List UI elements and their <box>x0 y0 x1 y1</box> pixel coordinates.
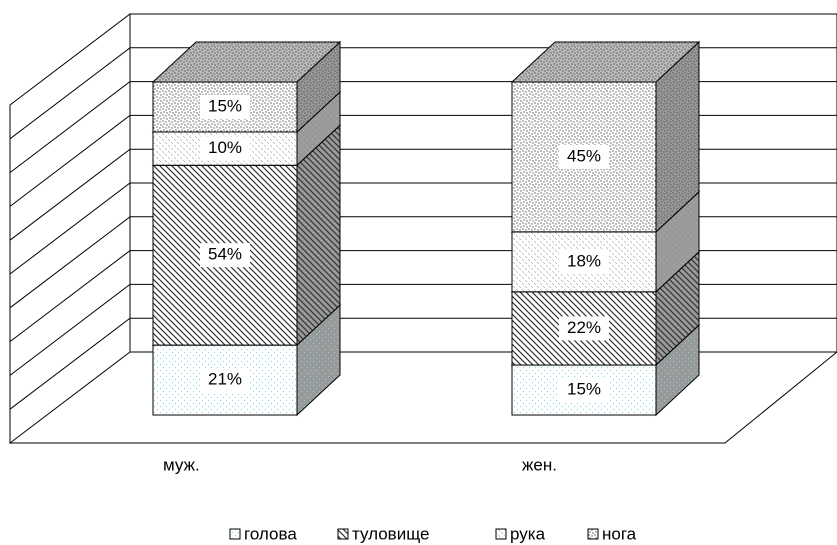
legend-swatch <box>495 528 507 540</box>
grid-line <box>9 47 837 140</box>
legend-swatch <box>229 528 241 540</box>
bar-top <box>151 41 342 83</box>
label-box <box>200 136 250 161</box>
floor <box>10 351 837 444</box>
legend-label: голова <box>244 524 297 543</box>
grid-line <box>9 216 837 309</box>
grid-line <box>9 148 837 241</box>
legend-label: туловище <box>352 524 429 543</box>
legend-swatch <box>337 528 349 540</box>
grid-line <box>9 317 837 410</box>
label-box <box>559 249 609 274</box>
x-tick-label: жен. <box>522 455 557 474</box>
legend-label: рука <box>510 524 546 543</box>
data-label: 54% <box>208 245 242 264</box>
bar-top <box>510 41 701 83</box>
grid-line <box>9 182 837 275</box>
data-label: 45% <box>567 146 601 165</box>
label-box <box>200 94 250 119</box>
data-label: 10% <box>208 138 242 157</box>
data-label: 18% <box>567 251 601 270</box>
grid-line <box>9 250 837 342</box>
data-label: 15% <box>567 380 601 399</box>
data-label: 21% <box>208 370 242 389</box>
x-tick-label: муж. <box>163 455 200 474</box>
label-box <box>559 316 609 341</box>
grid-line <box>9 283 837 376</box>
legend-swatch <box>587 528 599 540</box>
label-box <box>559 378 609 403</box>
data-label: 22% <box>567 318 601 337</box>
data-label: 15% <box>208 96 242 115</box>
grid-line <box>9 114 837 207</box>
legend-label: нога <box>602 524 637 543</box>
label-box <box>559 144 609 169</box>
back-wall <box>130 13 837 353</box>
label-box <box>200 368 250 393</box>
label-box <box>200 243 250 268</box>
grid-line <box>9 81 837 173</box>
